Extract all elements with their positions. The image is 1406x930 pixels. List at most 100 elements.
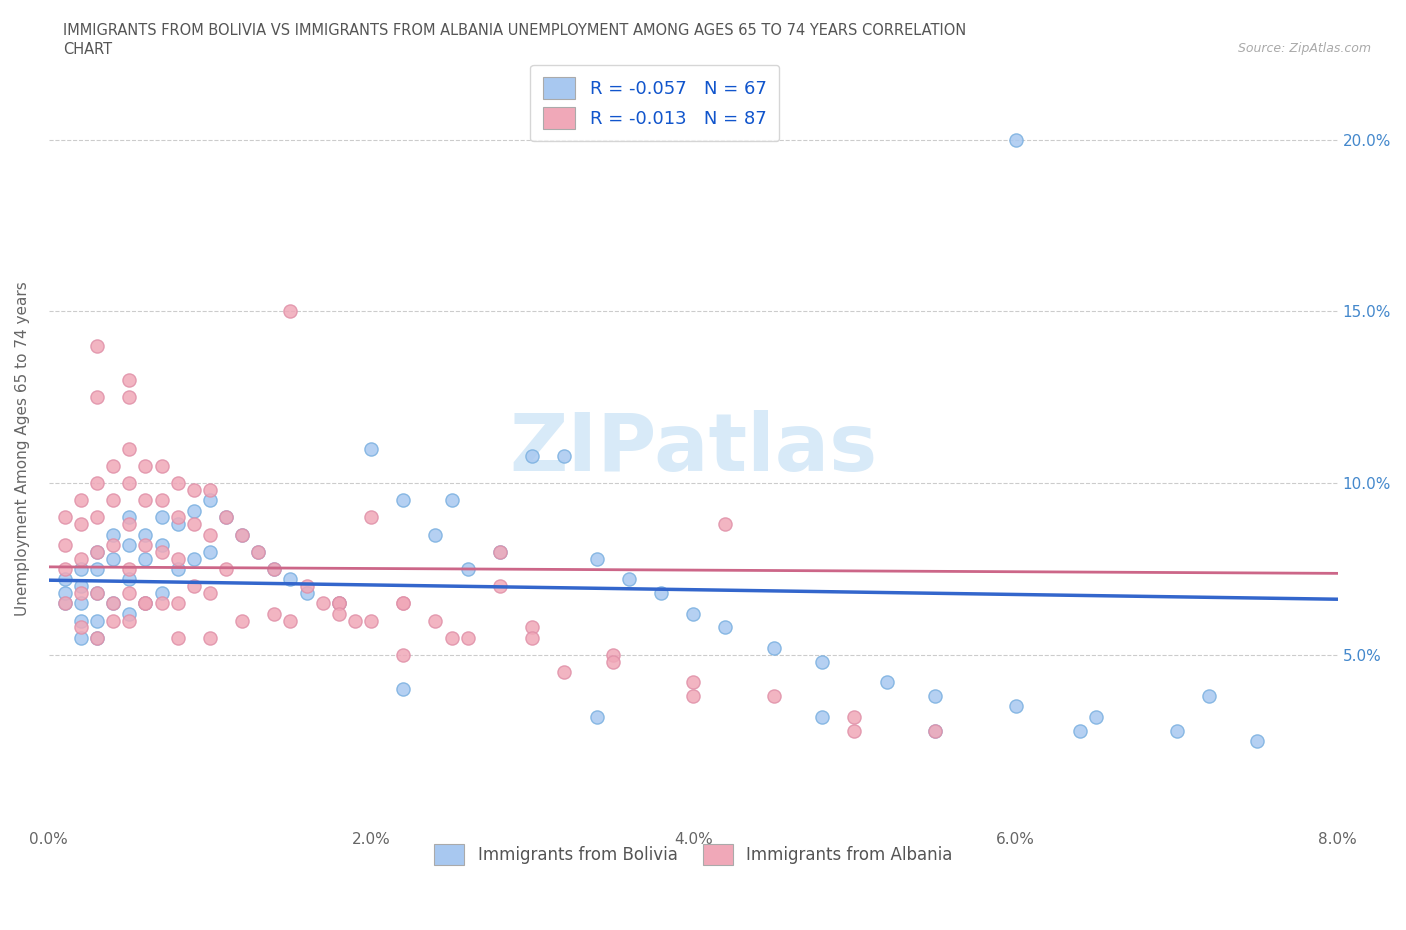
- Point: [1004, 132, 1026, 147]
- Point: [134, 458, 156, 473]
- Point: [166, 631, 188, 645]
- Point: [924, 723, 946, 737]
- Point: [280, 572, 302, 587]
- Point: [392, 493, 415, 508]
- Point: [602, 647, 624, 662]
- Point: [198, 631, 221, 645]
- Point: [924, 689, 946, 704]
- Point: [425, 613, 447, 628]
- Point: [166, 562, 188, 577]
- Point: [53, 510, 76, 525]
- Text: CHART: CHART: [63, 42, 112, 57]
- Point: [520, 620, 543, 635]
- Point: [86, 562, 108, 577]
- Point: [134, 538, 156, 552]
- Point: [183, 517, 205, 532]
- Point: [328, 606, 350, 621]
- Point: [762, 641, 785, 656]
- Point: [70, 613, 93, 628]
- Point: [70, 586, 93, 601]
- Point: [118, 562, 141, 577]
- Point: [198, 493, 221, 508]
- Point: [183, 578, 205, 593]
- Point: [682, 606, 704, 621]
- Point: [86, 475, 108, 490]
- Point: [489, 544, 512, 559]
- Point: [553, 448, 575, 463]
- Point: [86, 631, 108, 645]
- Point: [263, 606, 285, 621]
- Point: [53, 596, 76, 611]
- Point: [585, 710, 607, 724]
- Point: [118, 572, 141, 587]
- Point: [118, 390, 141, 405]
- Point: [134, 493, 156, 508]
- Point: [682, 689, 704, 704]
- Point: [440, 493, 463, 508]
- Point: [489, 578, 512, 593]
- Point: [118, 373, 141, 388]
- Point: [876, 675, 898, 690]
- Point: [1085, 710, 1108, 724]
- Point: [457, 631, 479, 645]
- Point: [86, 586, 108, 601]
- Point: [231, 527, 253, 542]
- Point: [263, 562, 285, 577]
- Point: [166, 475, 188, 490]
- Point: [392, 596, 415, 611]
- Point: [103, 527, 125, 542]
- Point: [134, 527, 156, 542]
- Point: [1004, 699, 1026, 714]
- Point: [134, 551, 156, 566]
- Text: Source: ZipAtlas.com: Source: ZipAtlas.com: [1237, 42, 1371, 55]
- Point: [280, 304, 302, 319]
- Point: [328, 596, 350, 611]
- Point: [360, 510, 382, 525]
- Point: [585, 551, 607, 566]
- Point: [198, 544, 221, 559]
- Point: [1069, 723, 1091, 737]
- Point: [103, 493, 125, 508]
- Point: [166, 510, 188, 525]
- Point: [1166, 723, 1188, 737]
- Point: [714, 517, 737, 532]
- Point: [134, 596, 156, 611]
- Y-axis label: Unemployment Among Ages 65 to 74 years: Unemployment Among Ages 65 to 74 years: [15, 282, 30, 617]
- Point: [553, 665, 575, 680]
- Point: [53, 596, 76, 611]
- Point: [150, 596, 173, 611]
- Point: [103, 596, 125, 611]
- Point: [280, 613, 302, 628]
- Point: [70, 551, 93, 566]
- Point: [520, 631, 543, 645]
- Point: [602, 655, 624, 670]
- Point: [86, 390, 108, 405]
- Point: [198, 483, 221, 498]
- Point: [360, 613, 382, 628]
- Point: [150, 458, 173, 473]
- Point: [118, 517, 141, 532]
- Point: [86, 586, 108, 601]
- Point: [198, 527, 221, 542]
- Point: [343, 613, 366, 628]
- Point: [150, 544, 173, 559]
- Point: [924, 723, 946, 737]
- Point: [231, 613, 253, 628]
- Point: [617, 572, 640, 587]
- Point: [714, 620, 737, 635]
- Point: [247, 544, 270, 559]
- Point: [425, 527, 447, 542]
- Point: [118, 475, 141, 490]
- Point: [86, 339, 108, 353]
- Point: [1246, 734, 1268, 749]
- Point: [150, 538, 173, 552]
- Point: [392, 647, 415, 662]
- Point: [166, 551, 188, 566]
- Point: [118, 586, 141, 601]
- Point: [150, 493, 173, 508]
- Point: [811, 710, 834, 724]
- Point: [103, 458, 125, 473]
- Point: [103, 613, 125, 628]
- Point: [70, 631, 93, 645]
- Point: [86, 510, 108, 525]
